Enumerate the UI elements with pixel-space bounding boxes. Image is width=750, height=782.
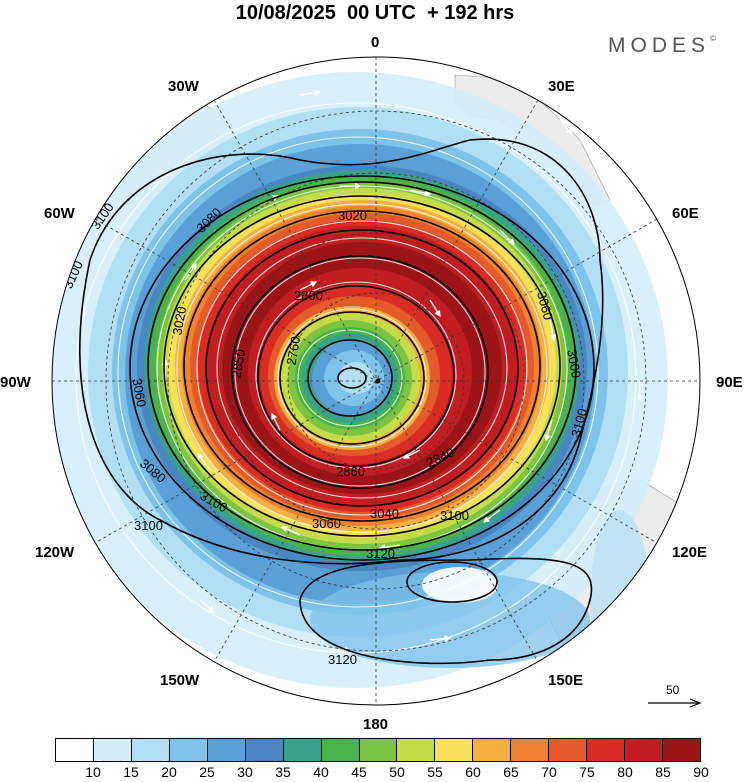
lon-label-60e: 60E [672, 205, 699, 222]
lon-label-120w: 120W [35, 544, 75, 561]
contour-label: 3040 [370, 506, 399, 521]
legend-label: 25 [199, 764, 215, 780]
legend-label: 40 [313, 764, 329, 780]
legend-swatch [587, 739, 626, 761]
legend-label: 35 [275, 764, 291, 780]
brand-logo: MODES© [608, 34, 716, 58]
color-legend [55, 738, 701, 762]
legend-label: 90 [693, 764, 709, 780]
lon-label-60w: 60W [44, 205, 75, 222]
legend-label: 30 [237, 764, 253, 780]
lon-label-150w: 150W [160, 672, 200, 689]
legend-label: 75 [579, 764, 595, 780]
contour-label: 3060 [312, 516, 341, 531]
legend-swatch [473, 739, 512, 761]
contour-label: 3120 [366, 546, 395, 561]
contour-label: 3060 [534, 290, 556, 322]
legend-swatch [435, 739, 474, 761]
contour-label: 2800 [294, 288, 323, 303]
contour-label: 2850 [228, 348, 248, 379]
contour-label: 3020 [338, 208, 367, 223]
legend-label: 45 [351, 764, 367, 780]
brand-text: MODES [608, 34, 711, 57]
wind-reference-value: 50 [666, 683, 680, 697]
legend-swatch [321, 739, 360, 761]
map-border [51, 56, 701, 706]
legend-label: 70 [541, 764, 557, 780]
legend-swatch [663, 739, 700, 761]
height-contours [79, 138, 604, 665]
legend-label: 20 [161, 764, 177, 780]
wind-speed-field: 3100 3100 3080 3020 2800 2760 3060 3000 … [52, 57, 700, 705]
legend-swatch [56, 739, 94, 761]
legend-swatch [283, 739, 322, 761]
contour-label: 3000 [564, 348, 584, 379]
lon-label-180: 180 [363, 716, 389, 733]
contour-label: 3100 [440, 508, 469, 523]
legend-swatch [169, 739, 208, 761]
legend-swatch [397, 739, 436, 761]
legend-label: 15 [123, 764, 139, 780]
legend-label: 60 [465, 764, 481, 780]
legend-label: 85 [655, 764, 671, 780]
contour-label: 3120 [328, 652, 357, 667]
legend-swatch [625, 739, 663, 761]
legend-swatch [131, 739, 170, 761]
contour-label: 3100 [134, 518, 163, 533]
contour-label: 3060 [129, 377, 149, 408]
lon-label-150e: 150E [548, 672, 584, 689]
legend-swatch [511, 739, 550, 761]
brand-mark: © [710, 34, 716, 43]
legend-swatch [549, 739, 588, 761]
lon-label-90w: 90W [0, 374, 31, 391]
contour-label: 3100 [568, 407, 590, 439]
contour-label: 3020 [169, 305, 189, 336]
contour-label: 2860 [336, 464, 365, 479]
lon-label-90e: 90E [716, 374, 743, 391]
legend-label: 10 [85, 764, 101, 780]
speed-shading [52, 72, 668, 690]
wind-reference-arrow [648, 698, 702, 708]
lon-label-30w: 30W [168, 78, 199, 95]
legend-label: 55 [427, 764, 443, 780]
lon-label-120e: 120E [672, 544, 708, 561]
lon-label-30e: 30E [548, 78, 575, 95]
map-title: 10/08/2025 00 UTC + 192 hrs [235, 2, 515, 24]
legend-swatch [93, 739, 132, 761]
pole-marker [375, 378, 381, 384]
legend-swatch [207, 739, 246, 761]
legend-label: 80 [617, 764, 633, 780]
legend-label: 65 [503, 764, 519, 780]
lon-label-0: 0 [371, 34, 380, 51]
legend-swatch [245, 739, 284, 761]
legend-labels: 10 15 20 25 30 35 40 45 50 55 60 65 70 75 80 85 90 [55, 764, 709, 782]
legend-label: 50 [389, 764, 405, 780]
legend-swatch [359, 739, 398, 761]
